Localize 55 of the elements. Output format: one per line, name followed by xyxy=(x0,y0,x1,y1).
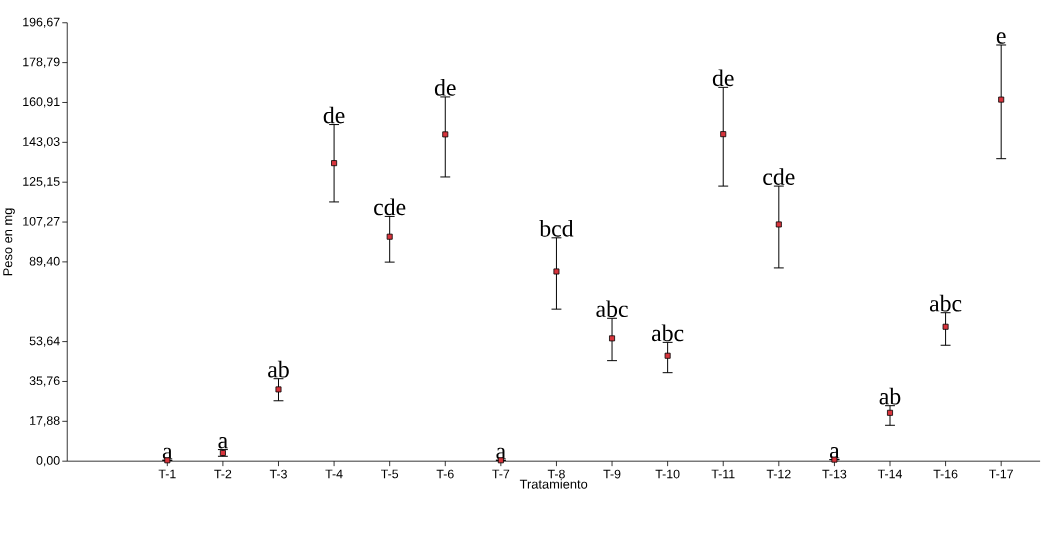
annotation: de xyxy=(434,78,456,96)
y-tick-label: 89,40 xyxy=(29,256,60,267)
y-tick-label: 53,64 xyxy=(29,336,60,347)
y-tick-label: 178,79 xyxy=(23,57,60,68)
y-tick-label: 0,00 xyxy=(36,455,60,467)
x-tick-label: T-17 xyxy=(989,469,1013,478)
x-tick-label: T-11 xyxy=(711,469,735,478)
point xyxy=(887,409,893,416)
annotation: a xyxy=(829,446,840,459)
x-tick-label: T-1 xyxy=(158,469,176,478)
point xyxy=(553,268,560,275)
x-tick-label: T-4 xyxy=(325,469,343,478)
x-tick-label: T-8 xyxy=(547,469,565,479)
y-tick-label: 143,03 xyxy=(23,137,60,148)
x-tick-label: T-16 xyxy=(933,469,958,479)
x-tick-label: T-13 xyxy=(822,469,847,479)
x-axis-title: Tratamiento xyxy=(519,479,588,489)
x-tick-label: T-2 xyxy=(214,469,232,479)
annotation: cde xyxy=(763,168,795,185)
y-axis-title: Peso en mg xyxy=(3,208,15,276)
x-tick-label: T-14 xyxy=(877,469,903,478)
annotation: ab xyxy=(879,387,901,405)
annotation: abc xyxy=(596,300,628,317)
x-tick-label: T-6 xyxy=(436,469,454,479)
annotation: cde xyxy=(374,198,406,216)
annotation: abc xyxy=(651,324,684,342)
y-tick-label: 17,88 xyxy=(30,416,60,427)
y-tick-label: 160,91 xyxy=(23,97,60,108)
y-tick-label: 107,27 xyxy=(23,216,60,228)
x-tick-label: T-9 xyxy=(603,469,621,479)
annotation: abc xyxy=(929,294,962,312)
point xyxy=(331,160,338,166)
point xyxy=(664,352,671,359)
annotation: de xyxy=(323,106,345,124)
point xyxy=(720,131,727,137)
point xyxy=(942,323,949,330)
y-tick-label: 35,76 xyxy=(29,376,60,387)
annotation: a xyxy=(218,436,228,449)
point xyxy=(275,386,282,393)
point xyxy=(775,221,782,228)
x-tick-label: T-5 xyxy=(381,469,399,479)
y-tick-label: 196,67 xyxy=(23,17,60,28)
annotation: bcd xyxy=(539,219,574,237)
annotation: de xyxy=(712,69,734,87)
x-tick-label: T-12 xyxy=(766,469,791,479)
annotation: e xyxy=(996,32,1006,44)
point xyxy=(609,335,616,342)
y-tick-label: 125,15 xyxy=(23,176,60,188)
point xyxy=(998,96,1005,103)
annotation: ab xyxy=(268,360,289,378)
x-tick-label: T-3 xyxy=(269,469,287,479)
point xyxy=(386,233,393,240)
x-tick-label: T-10 xyxy=(655,469,680,479)
point xyxy=(442,131,449,138)
x-tick-label: T-7 xyxy=(492,469,510,478)
